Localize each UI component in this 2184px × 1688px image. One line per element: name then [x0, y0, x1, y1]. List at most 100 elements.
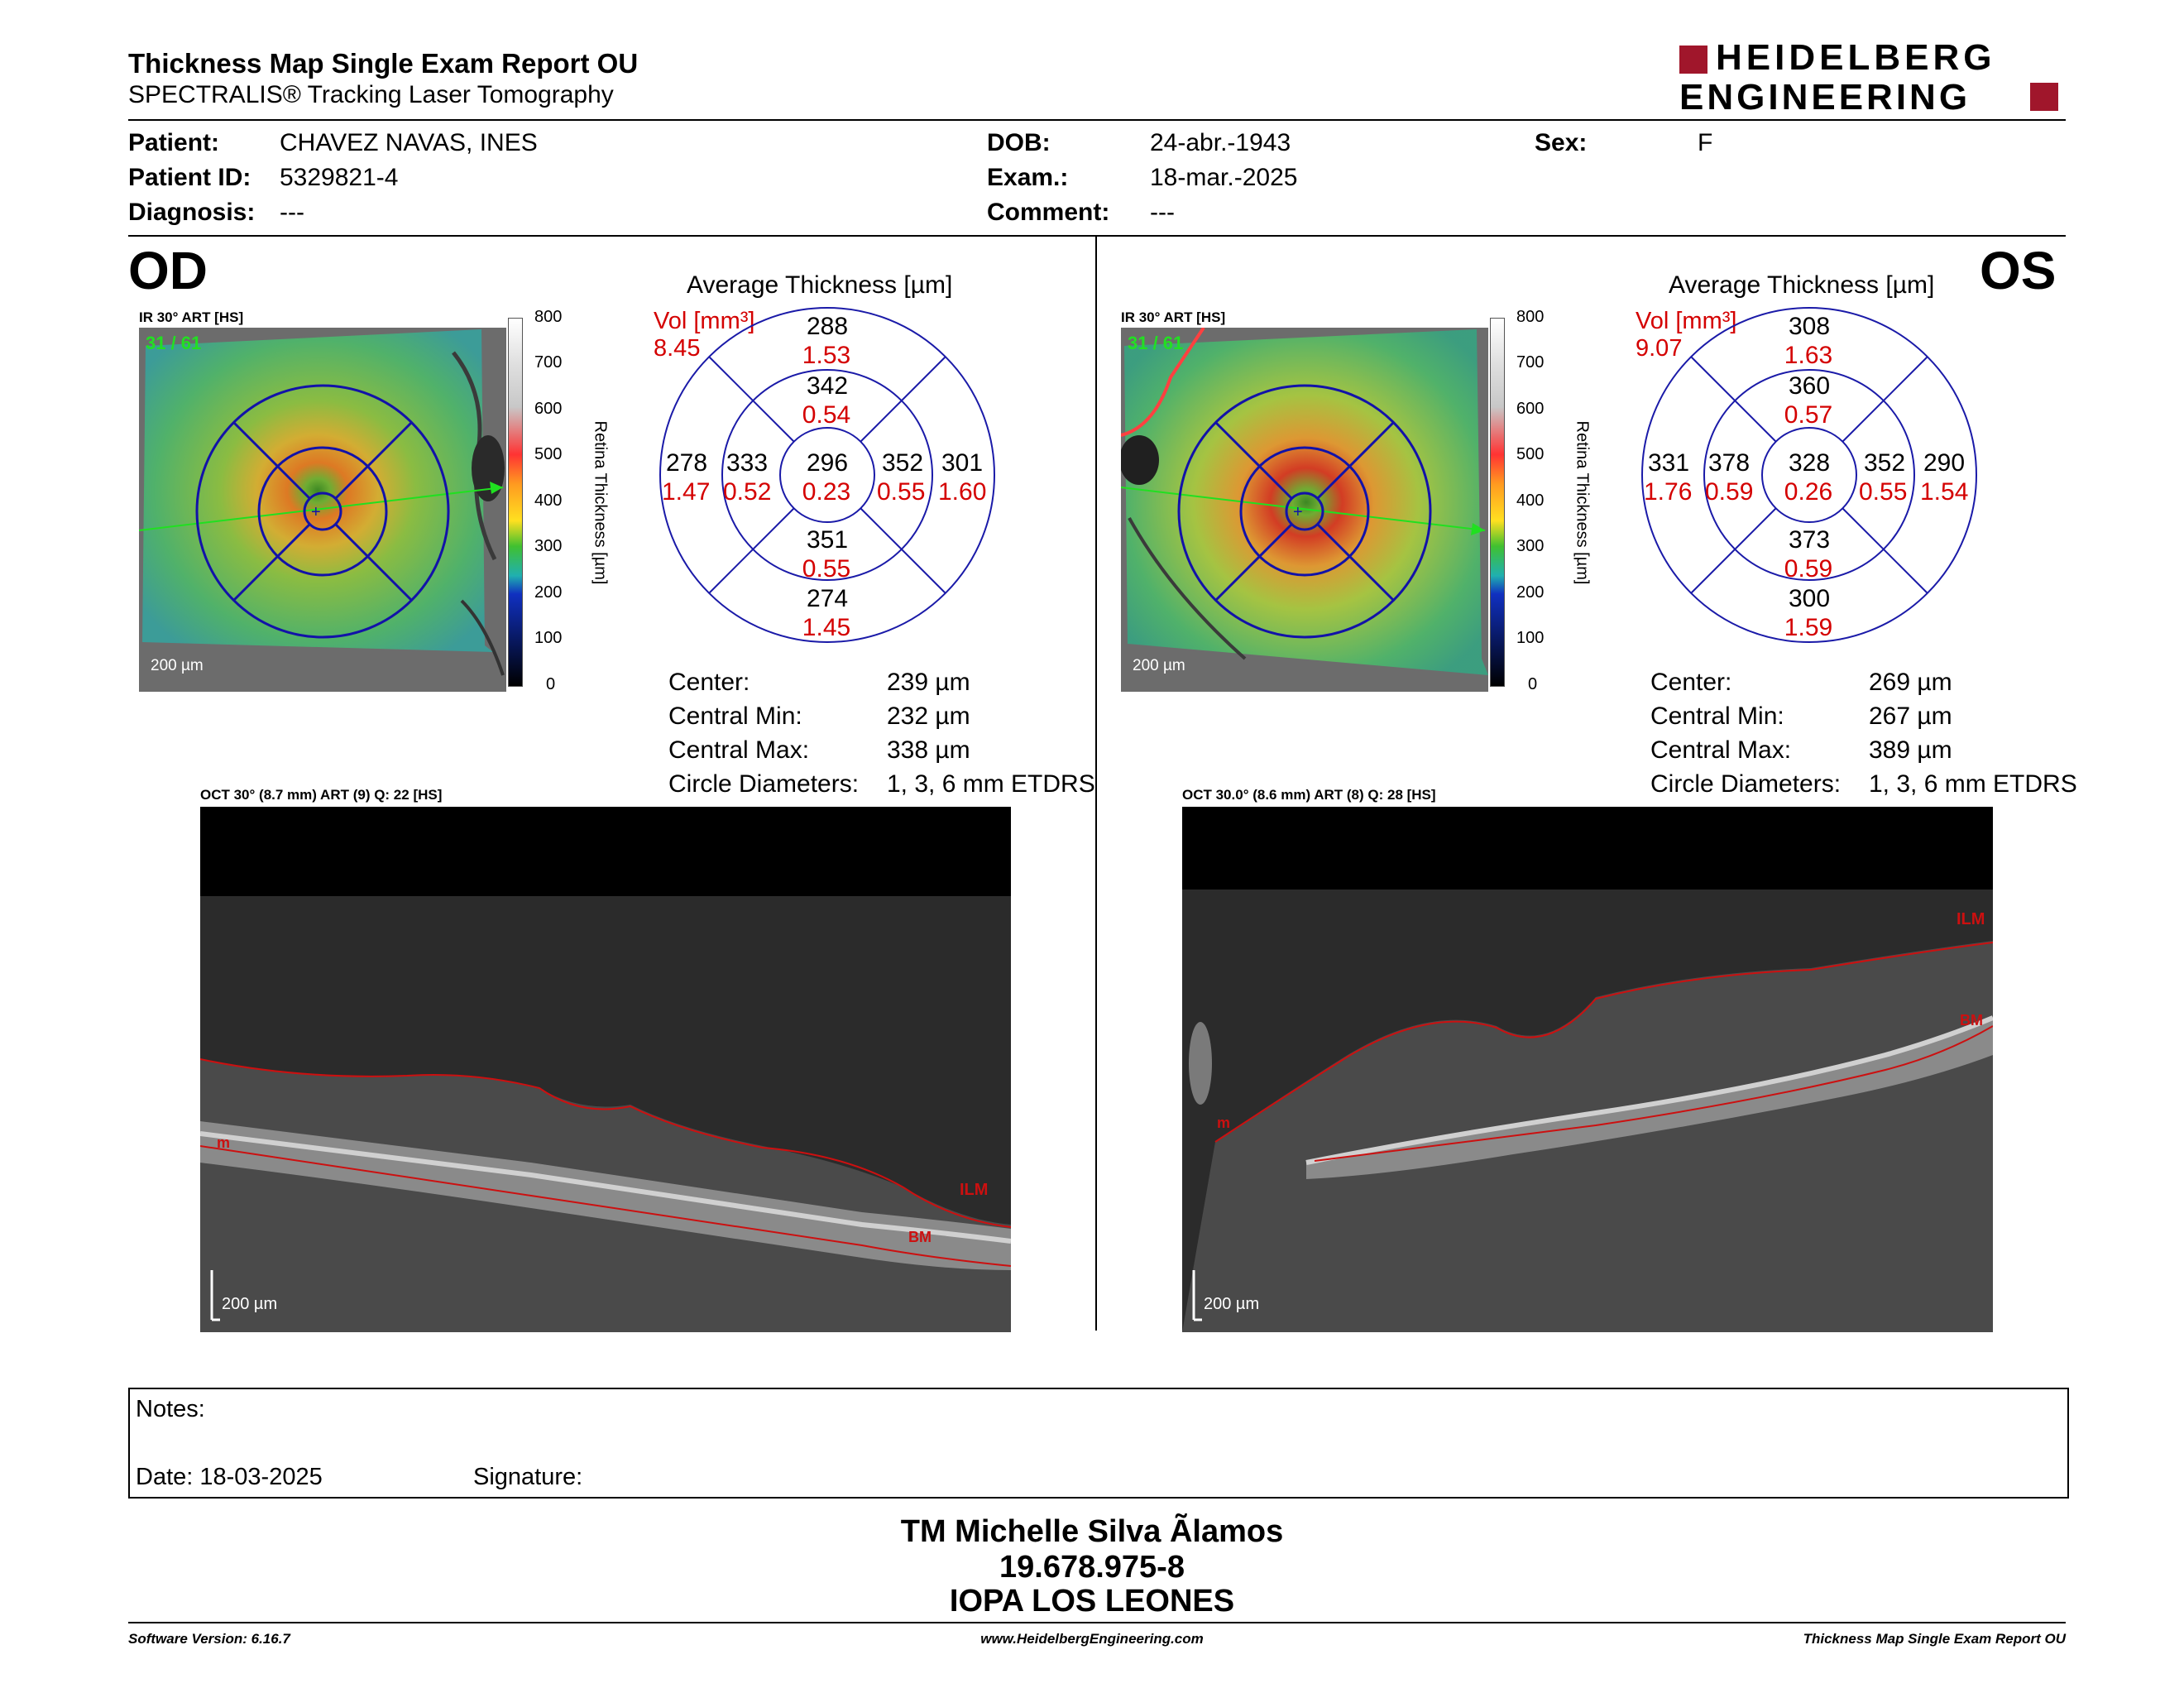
- sector-outer-left-thickness: 331: [1648, 449, 1690, 477]
- ir-scale-os: 200 µm: [1133, 657, 1185, 674]
- fundus-thickness-map-od: + 31 / 61 200 µm: [138, 328, 506, 692]
- sector-inner-inferior-volume: 0.59: [1784, 555, 1833, 583]
- sector-outer-superior-volume: 1.63: [1784, 342, 1833, 369]
- report-title: Thickness Map Single Exam Report OU: [128, 48, 639, 79]
- sector-inner-superior-volume: 0.57: [1784, 401, 1833, 429]
- sector-outer-superior-volume: 1.53: [802, 342, 851, 369]
- stat-circle-label-od: Circle Diameters:: [668, 770, 860, 798]
- svg-text:+: +: [311, 503, 321, 521]
- stat-min-value-os: 267 µm: [1869, 703, 1952, 730]
- sector-outer-right-volume: 1.54: [1920, 478, 1969, 506]
- colorbar-ticks-od: 800 700 600 500 400 300 200 100 0: [534, 308, 563, 693]
- sector-outer-left-thickness: 278: [666, 449, 708, 477]
- vol-value-os: 9.07: [1636, 335, 1683, 362]
- eye-label-os: OS: [1980, 241, 2057, 300]
- stat-center-value-os: 269 µm: [1869, 669, 1952, 696]
- sector-inner-left-volume: 0.52: [723, 478, 772, 506]
- sector-inner-inferior-volume: 0.55: [802, 555, 851, 583]
- oct-label-od: OCT 30° (8.7 mm) ART (9) Q: 22 [HS]: [200, 787, 443, 803]
- sector-inner-left-thickness: 333: [726, 449, 769, 477]
- sector-outer-right-volume: 1.60: [938, 478, 987, 506]
- oct-m-marker-os: m: [1217, 1115, 1231, 1131]
- vol-label-os: Vol [mm³]: [1636, 308, 1737, 334]
- stat-center-label-os: Center:: [1650, 669, 1732, 696]
- sector-inner-superior-thickness: 342: [807, 372, 849, 400]
- ir-frame-counter-od: 31 / 61: [146, 333, 202, 353]
- patient-id-label: Patient ID:: [128, 164, 251, 191]
- dob-label: DOB:: [987, 129, 1051, 156]
- stat-max-value-os: 389 µm: [1869, 736, 1952, 764]
- svg-text:+: +: [1293, 503, 1303, 521]
- exam-label: Exam.:: [987, 164, 1069, 191]
- eye-divider: [1095, 237, 1097, 1331]
- sector-outer-inferior-volume: 1.45: [802, 614, 851, 641]
- oct-bm-marker-od: BM: [908, 1229, 932, 1245]
- sector-inner-right-volume: 0.55: [1859, 478, 1908, 506]
- ir-scale-od: 200 µm: [151, 657, 204, 674]
- ir-frame-counter-os: 31 / 61: [1128, 333, 1184, 353]
- patient-label: Patient:: [128, 129, 220, 156]
- ir-label-os: IR 30° ART [HS]: [1121, 309, 1226, 325]
- heidelberg-logo: HEIDELBERG ENGINEERING: [1679, 38, 2060, 117]
- stat-circle-value-os: 1, 3, 6 mm ETDRS: [1869, 770, 2077, 798]
- stat-min-label-os: Central Min:: [1650, 703, 1784, 730]
- grid-title-os: Average Thickness [µm]: [1669, 271, 1935, 299]
- fundus-thickness-map-os: + 31 / 61 200 µm: [1119, 326, 1488, 692]
- colorbar-ticks-os: 800 700 600 500 400 300 200 100 0: [1516, 308, 1545, 693]
- eye-label-od: OD: [128, 241, 208, 300]
- exam-value: 18-mar.-2025: [1150, 164, 1298, 191]
- stat-max-label-od: Central Max:: [668, 736, 810, 764]
- notes-box[interactable]: Notes: Date: 18-03-2025 Signature:: [128, 1388, 2069, 1499]
- oct-bscan-od: ILM BM m 200 µm: [199, 807, 1012, 1332]
- ir-label-od: IR 30° ART [HS]: [139, 309, 244, 325]
- oct-bm-marker-os: BM: [1960, 1012, 1983, 1029]
- sector-outer-superior-thickness: 288: [807, 313, 849, 340]
- sector-inner-superior-thickness: 360: [1789, 372, 1831, 400]
- sector-inner-right-thickness: 352: [1864, 449, 1906, 477]
- sector-outer-inferior-thickness: 274: [807, 585, 849, 612]
- sector-center-volume: 0.26: [1784, 478, 1833, 506]
- sex-label: Sex:: [1535, 129, 1588, 156]
- oct-scale-os: 200 µm: [1204, 1295, 1260, 1313]
- sector-outer-left-volume: 1.76: [1644, 478, 1693, 506]
- oct-bscan-os: ILM BM m 200 µm: [1182, 807, 1995, 1332]
- sector-inner-right-thickness: 352: [882, 449, 924, 477]
- oct-m-marker-od: m: [217, 1134, 231, 1151]
- vol-label-od: Vol [mm³]: [654, 308, 755, 334]
- sex-value: F: [1698, 129, 1713, 156]
- stat-circle-value-od: 1, 3, 6 mm ETDRS: [887, 770, 1095, 798]
- report-subtitle: SPECTRALIS® Tracking Laser Tomography: [128, 81, 614, 108]
- diagnosis-label: Diagnosis:: [128, 199, 256, 226]
- sector-inner-inferior-thickness: 351: [807, 526, 849, 554]
- colorbar-title-os: Retina Thickness [µm]: [1573, 420, 1592, 585]
- sector-inner-left-thickness: 378: [1708, 449, 1751, 477]
- sector-outer-inferior-volume: 1.59: [1784, 614, 1833, 641]
- comment-value: ---: [1150, 199, 1175, 226]
- notes-date: Date: 18-03-2025: [136, 1464, 323, 1490]
- oct-label-os: OCT 30.0° (8.6 mm) ART (8) Q: 28 [HS]: [1182, 787, 1436, 803]
- notes-label: Notes:: [136, 1396, 205, 1422]
- colorbar-title-od: Retina Thickness [µm]: [591, 420, 610, 585]
- notes-signature: Signature:: [473, 1464, 583, 1490]
- signer-rut: 19.678.975-8: [999, 1550, 1185, 1585]
- sector-center-thickness: 328: [1789, 449, 1831, 477]
- sector-outer-superior-thickness: 308: [1789, 313, 1831, 340]
- sector-inner-superior-volume: 0.54: [802, 401, 851, 429]
- stat-center-label-od: Center:: [668, 669, 750, 696]
- etdrs-grid-od: [659, 306, 996, 644]
- sector-outer-inferior-thickness: 300: [1789, 585, 1831, 612]
- stat-max-value-od: 338 µm: [887, 736, 970, 764]
- oct-scale-od: 200 µm: [222, 1295, 278, 1313]
- dob-value: 24-abr.-1943: [1150, 129, 1291, 156]
- sector-inner-left-volume: 0.59: [1705, 478, 1754, 506]
- signer-clinic: IOPA LOS LEONES: [949, 1584, 1235, 1618]
- sector-center-volume: 0.23: [802, 478, 851, 506]
- stat-min-value-od: 232 µm: [887, 703, 970, 730]
- website-link[interactable]: www.HeidelbergEngineering.com: [980, 1631, 1204, 1647]
- colorbar-os: [1490, 318, 1505, 687]
- stat-center-value-od: 239 µm: [887, 669, 970, 696]
- footer-report-title: Thickness Map Single Exam Report OU: [1803, 1631, 2066, 1647]
- stat-max-label-os: Central Max:: [1650, 736, 1792, 764]
- patient-id: 5329821-4: [280, 164, 399, 191]
- sector-outer-left-volume: 1.47: [662, 478, 711, 506]
